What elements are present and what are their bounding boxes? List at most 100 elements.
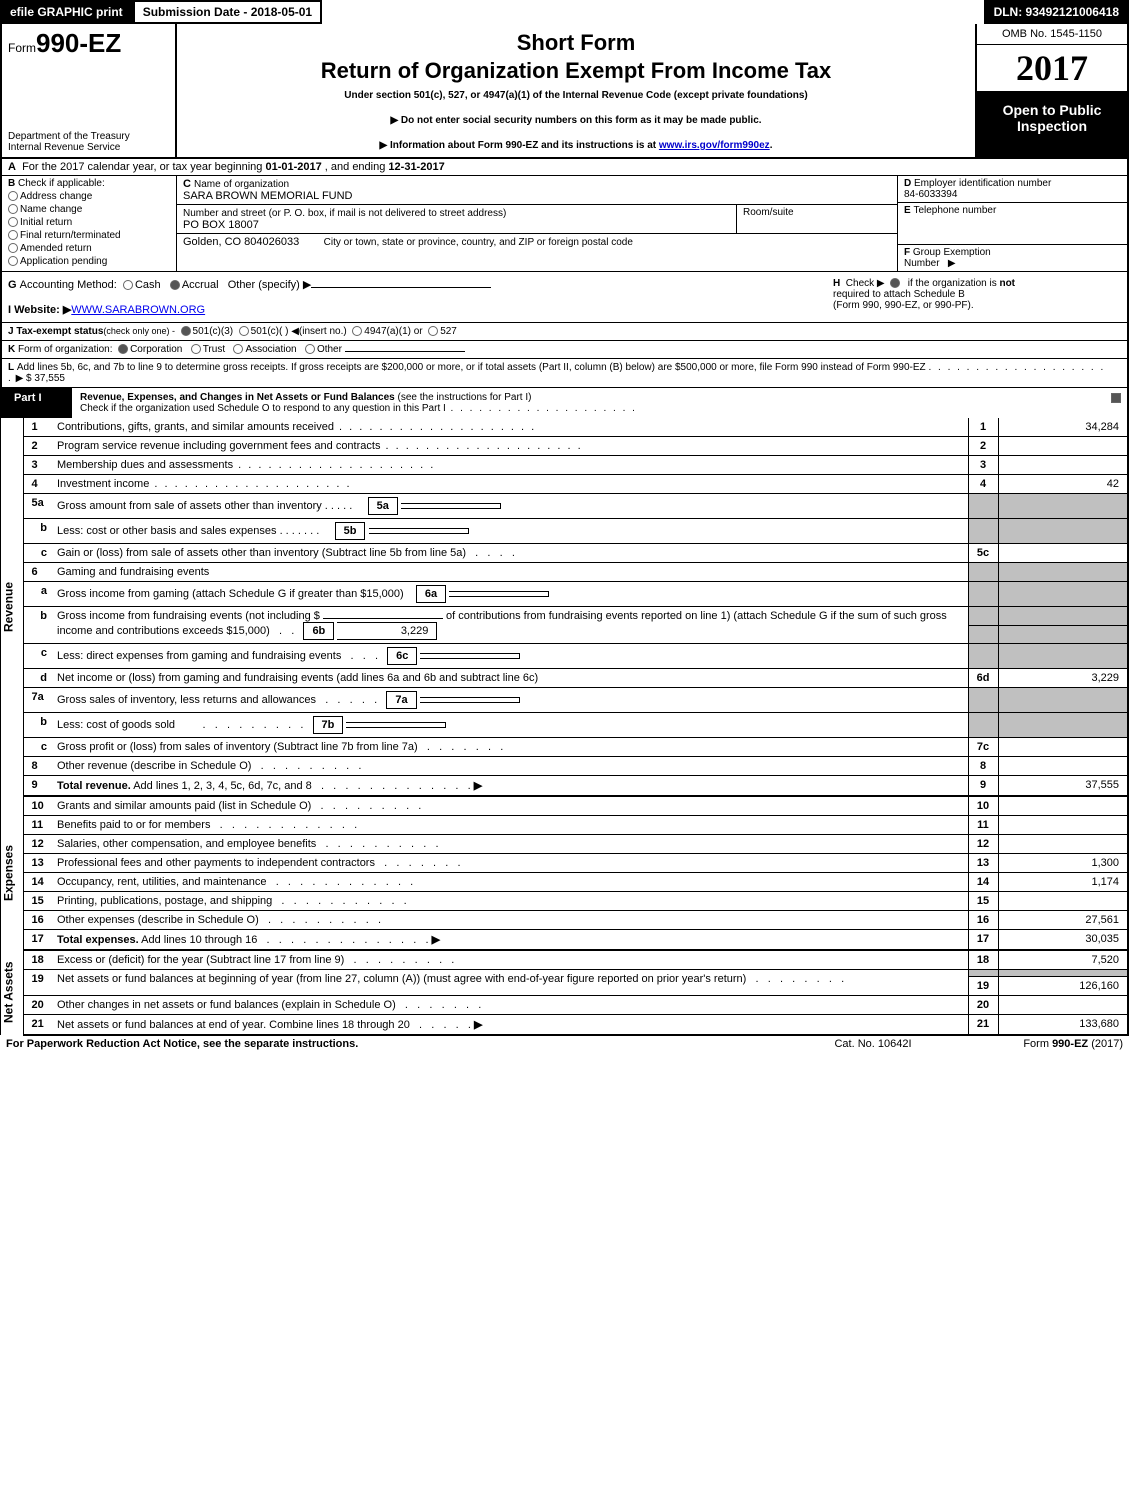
schedule-o-checkbox[interactable] [1111, 393, 1121, 403]
other-org-radio[interactable] [305, 344, 315, 354]
form-number: Form990-EZ [8, 28, 169, 59]
schedule-b-radio[interactable] [890, 278, 900, 288]
org-name: SARA BROWN MEMORIAL FUND [183, 190, 353, 202]
address-change-radio[interactable] [8, 191, 18, 201]
name-change-radio[interactable] [8, 204, 18, 214]
other-method-input[interactable] [311, 287, 491, 288]
line-4-text: Investment income [53, 475, 968, 494]
amended-return-radio[interactable] [8, 243, 18, 253]
line-15-text: Printing, publications, postage, and shi… [53, 892, 968, 911]
accrual-radio[interactable] [170, 280, 180, 290]
line-18-text: Excess or (deficit) for the year (Subtra… [53, 950, 968, 970]
short-form-title: Short Form [185, 30, 967, 56]
section-k: K Form of organization: Corporation Trus… [0, 341, 1129, 359]
line-14-text: Occupancy, rent, utilities, and maintena… [53, 873, 968, 892]
line-6a-text: Gross income from gaming (attach Schedul… [53, 582, 968, 607]
omb-number: OMB No. 1545-1150 [977, 24, 1127, 45]
line-11-text: Benefits paid to or for members . . . . … [53, 816, 968, 835]
irs-link[interactable]: www.irs.gov/form990ez [659, 140, 770, 151]
section-h: H Check ▶ if the organization is not req… [827, 272, 1127, 322]
section-d: D Employer identification number 84-6033… [898, 176, 1127, 203]
line-6d-amount: 3,229 [998, 669, 1128, 688]
ssn-warning: ▶ Do not enter social security numbers o… [185, 115, 967, 126]
form-header: Form990-EZ Department of the Treasury In… [0, 24, 1129, 159]
section-b-through-f: B Check if applicable: Address change Na… [0, 176, 1129, 272]
line-6-text: Gaming and fundraising events [53, 563, 968, 582]
net-assets-side-label: Net Assets [1, 950, 23, 1035]
line-7a-text: Gross sales of inventory, less returns a… [53, 688, 968, 713]
line-6d-text: Net income or (loss) from gaming and fun… [53, 669, 968, 688]
section-b: B Check if applicable: Address change Na… [2, 176, 177, 271]
line-6b-text: Gross income from fundraising events (no… [53, 607, 968, 644]
trust-radio[interactable] [191, 344, 201, 354]
line-13-text: Professional fees and other payments to … [53, 854, 968, 873]
section-g-h: G Accounting Method: Cash Accrual Other … [0, 272, 1129, 323]
part-1-header: Part I Revenue, Expenses, and Changes in… [0, 388, 1129, 418]
initial-return-radio[interactable] [8, 217, 18, 227]
line-9-amount: 37,555 [998, 776, 1128, 797]
line-17-text: Total expenses. Add lines 10 through 16 … [53, 930, 968, 951]
line-7b-text: Less: cost of goods sold . . . . . . . .… [53, 713, 968, 738]
dln-label: DLN: 93492121006418 [984, 0, 1129, 24]
line-12-text: Salaries, other compensation, and employ… [53, 835, 968, 854]
page-footer: For Paperwork Reduction Act Notice, see … [0, 1036, 1129, 1052]
corporation-radio[interactable] [118, 344, 128, 354]
section-l: L Add lines 5b, 6c, and 7b to line 9 to … [0, 359, 1129, 388]
submission-date: Submission Date - 2018-05-01 [133, 0, 322, 24]
section-j: J Tax-exempt status(check only one) - 50… [0, 323, 1129, 341]
line-13-amount: 1,300 [998, 854, 1128, 873]
line-10-text: Grants and similar amounts paid (list in… [53, 796, 968, 816]
association-radio[interactable] [233, 344, 243, 354]
city-value: Golden, CO 804026033 [183, 236, 299, 248]
efile-button[interactable]: efile GRAPHIC print [0, 0, 133, 24]
section-c: C Name of organization SARA BROWN MEMORI… [177, 176, 897, 271]
revenue-side-label: Revenue [1, 418, 23, 796]
line-20-text: Other changes in net assets or fund bala… [53, 996, 968, 1015]
ein-value: 84-6033394 [904, 189, 957, 200]
line-19-amount: 126,160 [998, 977, 1128, 996]
return-title: Return of Organization Exempt From Incom… [185, 58, 967, 84]
527-radio[interactable] [428, 326, 438, 336]
tax-year: 2017 [977, 45, 1127, 92]
line-19-text: Net assets or fund balances at beginning… [53, 970, 968, 996]
501c3-radio[interactable] [181, 326, 191, 336]
paperwork-notice: For Paperwork Reduction Act Notice, see … [6, 1038, 773, 1050]
line-9-text: Total revenue. Add lines 1, 2, 3, 4, 5c,… [53, 776, 968, 797]
section-f: F Group Exemption Number ▶ [898, 245, 1127, 271]
application-pending-radio[interactable] [8, 256, 18, 266]
form-ref: Form 990-EZ (2017) [973, 1038, 1123, 1050]
catalog-number: Cat. No. 10642I [773, 1038, 973, 1050]
line-1-amount: 34,284 [998, 418, 1128, 437]
street-address: PO BOX 18007 [183, 219, 259, 231]
line-17-amount: 30,035 [998, 930, 1128, 951]
line-7c-text: Gross profit or (loss) from sales of inv… [53, 738, 968, 757]
part-1-table: Revenue 1 Contributions, gifts, grants, … [0, 418, 1129, 1036]
line-1-text: Contributions, gifts, grants, and simila… [53, 418, 968, 437]
info-link-line: ▶ Information about Form 990-EZ and its … [185, 140, 967, 151]
room-suite-label: Room/suite [737, 205, 897, 233]
line-16-amount: 27,561 [998, 911, 1128, 930]
department-label: Department of the Treasury Internal Reve… [8, 131, 169, 153]
line-21-amount: 133,680 [998, 1015, 1128, 1036]
4947-radio[interactable] [352, 326, 362, 336]
line-14-amount: 1,174 [998, 873, 1128, 892]
final-return-radio[interactable] [8, 230, 18, 240]
line-3-text: Membership dues and assessments [53, 456, 968, 475]
under-section-text: Under section 501(c), 527, or 4947(a)(1)… [185, 90, 967, 101]
website-link[interactable]: WWW.SARABROWN.ORG [71, 304, 205, 316]
501c-radio[interactable] [239, 326, 249, 336]
top-bar: efile GRAPHIC print Submission Date - 20… [0, 0, 1129, 24]
line-4-amount: 42 [998, 475, 1128, 494]
line-2-text: Program service revenue including govern… [53, 437, 968, 456]
section-e: E Telephone number [898, 203, 1127, 245]
line-5c-text: Gain or (loss) from sale of assets other… [53, 544, 968, 563]
line-18-amount: 7,520 [998, 950, 1128, 970]
cash-radio[interactable] [123, 280, 133, 290]
line-6c-text: Less: direct expenses from gaming and fu… [53, 644, 968, 669]
line-5b-text: Less: cost or other basis and sales expe… [53, 519, 968, 544]
open-to-public: Open to PublicInspection [977, 92, 1127, 157]
line-16-text: Other expenses (describe in Schedule O) … [53, 911, 968, 930]
line-5a-text: Gross amount from sale of assets other t… [53, 494, 968, 519]
section-a: A For the 2017 calendar year, or tax yea… [0, 159, 1129, 176]
expenses-side-label: Expenses [1, 796, 23, 950]
